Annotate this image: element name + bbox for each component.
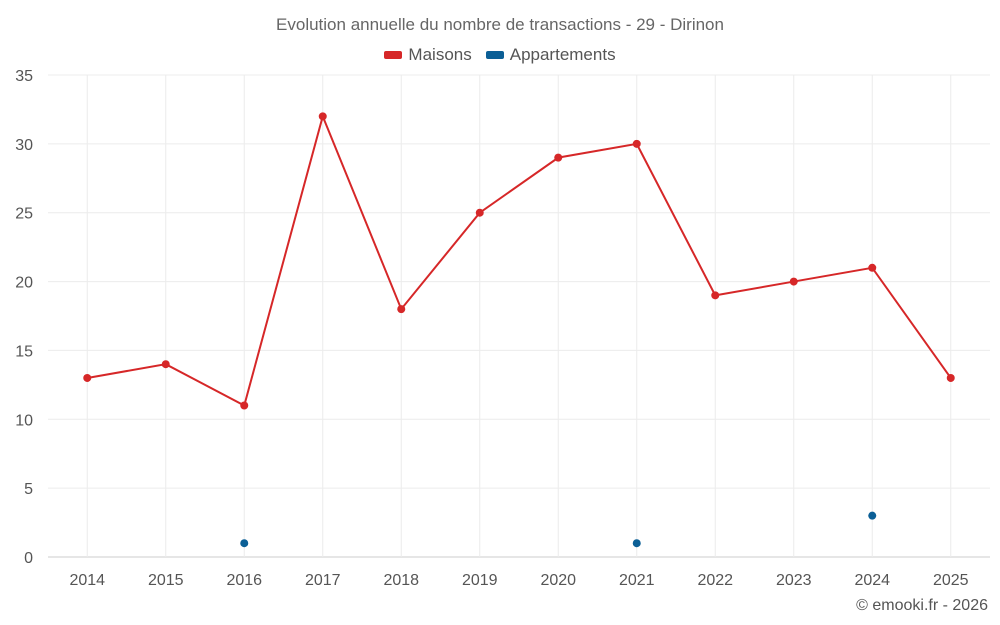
legend-label-appartements: Appartements — [509, 45, 616, 64]
x-tick-label: 2025 — [933, 572, 969, 589]
series-line-maisons — [87, 113, 952, 407]
legend-swatch-maisons — [384, 51, 403, 59]
y-tick-label: 25 — [15, 206, 33, 223]
data-point-maisons — [240, 401, 249, 410]
data-point-maisons — [318, 112, 327, 121]
data-point-maisons — [632, 139, 641, 148]
x-tick-label: 2023 — [776, 572, 812, 589]
legend-item-maisons[interactable]: Maisons — [384, 45, 472, 65]
legend-swatch-appartements — [485, 51, 504, 59]
x-tick-label: 2017 — [305, 572, 341, 589]
data-point-maisons — [711, 291, 720, 300]
x-tick-label: 2016 — [226, 572, 262, 589]
data-point-maisons — [397, 305, 406, 314]
legend-item-appartements[interactable]: Appartements — [485, 45, 616, 65]
y-tick-label: 30 — [15, 137, 33, 154]
data-point-maisons — [161, 360, 170, 369]
y-tick-label: 0 — [24, 550, 33, 567]
legend: Maisons Appartements — [0, 45, 1000, 65]
x-tick-label: 2019 — [462, 572, 498, 589]
y-tick-label: 5 — [24, 481, 33, 498]
data-point-maisons — [475, 208, 484, 217]
x-tick-label: 2024 — [854, 572, 890, 589]
data-point-maisons — [83, 373, 92, 382]
y-tick-label: 10 — [15, 412, 33, 429]
data-point-maisons — [554, 153, 563, 162]
y-tick-label: 20 — [15, 275, 33, 292]
y-tick-label: 35 — [15, 68, 33, 85]
x-tick-label: 2022 — [697, 572, 733, 589]
x-tick-label: 2014 — [69, 572, 105, 589]
data-point-maisons — [789, 277, 798, 286]
x-tick-label: 2021 — [619, 572, 655, 589]
data-point-appartements — [868, 511, 877, 520]
data-point-appartements — [240, 539, 249, 548]
x-tick-label: 2018 — [383, 572, 419, 589]
y-tick-label: 15 — [15, 343, 33, 360]
credit-text: © emooki.fr - 2026 — [856, 597, 988, 614]
data-point-maisons — [946, 373, 955, 382]
data-point-appartements — [632, 539, 641, 548]
data-point-maisons — [868, 263, 877, 272]
x-tick-label: 2020 — [540, 572, 576, 589]
legend-label-maisons: Maisons — [408, 45, 472, 64]
x-tick-label: 2015 — [148, 572, 184, 589]
chart-title: Evolution annuelle du nombre de transact… — [276, 15, 724, 34]
